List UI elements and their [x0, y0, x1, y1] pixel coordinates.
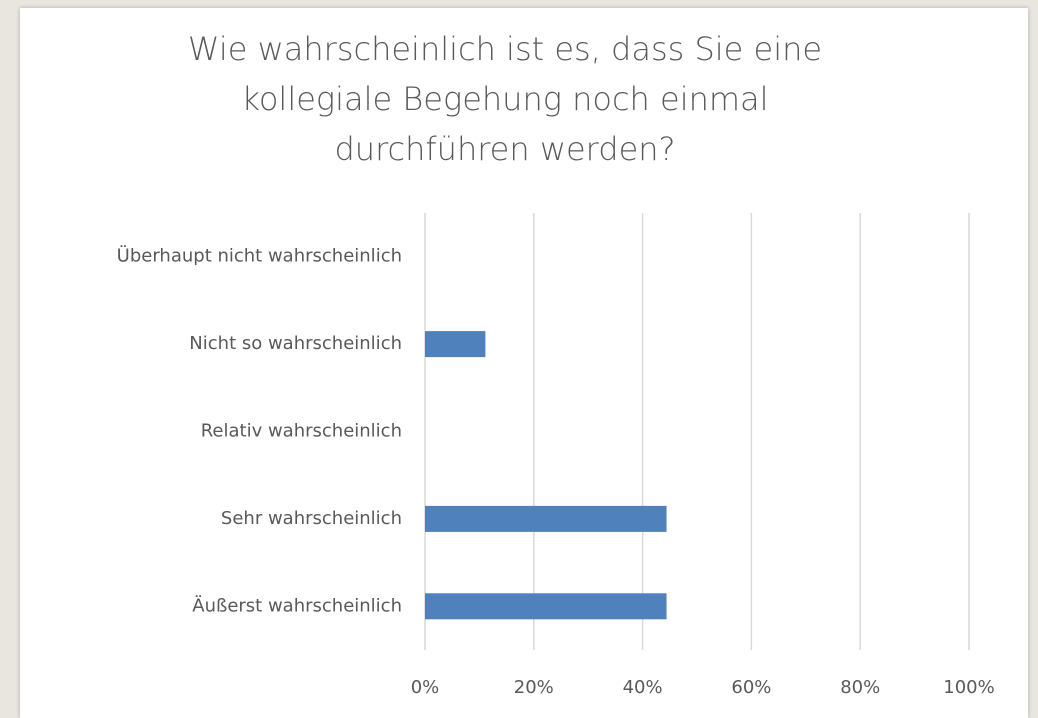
bar [425, 505, 667, 532]
y-tick-label: Relativ wahrscheinlich [201, 421, 402, 442]
bar [425, 331, 486, 358]
x-tick-label: 100% [943, 677, 994, 698]
chart-title: Wie wahrscheinlich ist es, dass Sie eine… [187, 30, 823, 168]
y-tick-label: Überhaupt nicht wahrscheinlich [117, 245, 402, 267]
x-tick-label: 60% [731, 677, 771, 698]
y-tick-label: Nicht so wahrscheinlich [189, 333, 402, 354]
x-tick-label: 20% [514, 677, 554, 698]
y-tick-label: Äußerst wahrscheinlich [192, 595, 402, 616]
bar [425, 593, 667, 620]
y-tick-label: Sehr wahrscheinlich [221, 508, 402, 529]
x-tick-label: 40% [623, 677, 663, 698]
x-tick-label: 0% [411, 677, 440, 698]
x-tick-label: 80% [840, 677, 880, 698]
